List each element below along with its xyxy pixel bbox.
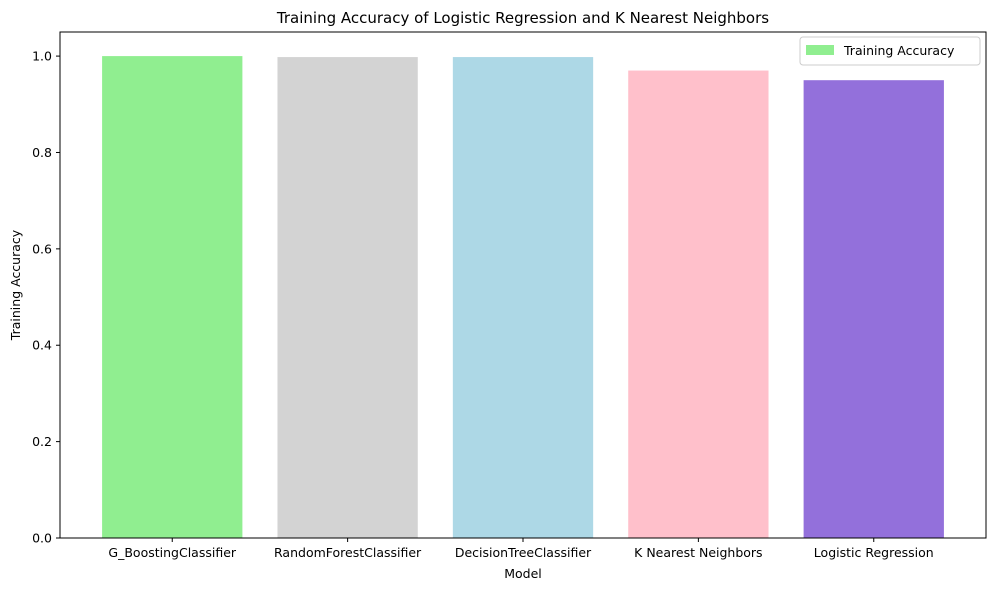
bars-layer — [102, 56, 944, 539]
bar-g-boostingclassifier — [102, 56, 243, 538]
y-tick-label: 0.6 — [32, 241, 52, 256]
y-tick-label: 0.8 — [32, 145, 52, 160]
x-tick-label: DecisionTreeClassifier — [455, 545, 592, 560]
plot-frame — [59, 31, 987, 539]
y-tick-label: 1.0 — [32, 49, 52, 64]
chart-title: Training Accuracy of Logistic Regression… — [276, 9, 769, 27]
x-axis-label: Model — [504, 566, 542, 581]
x-tick-label: G_BoostingClassifier — [108, 545, 236, 560]
y-tick-label: 0.4 — [32, 338, 52, 353]
legend-label-training-accuracy: Training Accuracy — [843, 43, 955, 58]
y-tick-label: 0.0 — [32, 531, 52, 546]
x-tick-label: K Nearest Neighbors — [634, 545, 762, 560]
bar-randomforestclassifier — [277, 57, 418, 538]
bar-decisiontreeclassifier — [452, 57, 594, 538]
legend-frame — [799, 36, 981, 66]
y-axis-ticks: 0.0 0.2 0.4 0.6 0.8 1.0 — [32, 49, 60, 546]
y-tick-label: 0.2 — [32, 434, 52, 449]
y-axis-label: Training Accuracy — [8, 229, 23, 341]
x-tick-label: RandomForestClassifier — [274, 545, 422, 560]
bar-logistic-regression — [803, 80, 944, 538]
bar-k-nearest-neighbors — [628, 70, 769, 539]
x-tick-label: Logistic Regression — [814, 545, 934, 560]
x-axis-ticks: G_BoostingClassifier RandomForestClassifi… — [108, 538, 934, 560]
legend-swatch — [806, 45, 834, 55]
legend: Training Accuracy — [799, 36, 981, 66]
